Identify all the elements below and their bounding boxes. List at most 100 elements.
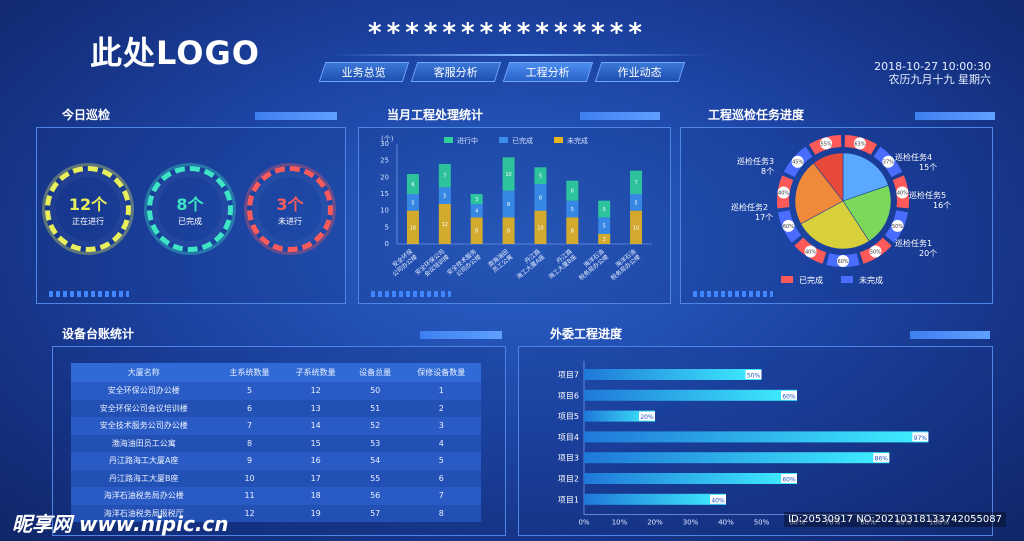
table-row[interactable]: 安全环保公司会议培训楼 6 13 51 2: [71, 399, 481, 417]
ring-label: 50%: [892, 224, 903, 230]
table-row[interactable]: 丹江路海工大厦B座 10 17 55 6: [71, 469, 481, 487]
bar-value-label: 8: [539, 195, 542, 201]
table-row[interactable]: 丹江路海工大厦A座 9 16 54 5: [71, 452, 481, 470]
decor-stripe: [693, 291, 773, 297]
value-badge: [781, 474, 797, 483]
table-cell: 丹江路海工大厦B座: [71, 469, 217, 487]
task-name-label: 巡检任务1: [895, 238, 932, 248]
task-count-label: 15个: [919, 163, 937, 172]
x-tick-label: 0%: [578, 519, 589, 527]
y-unit-label: (个): [381, 135, 394, 143]
tasks-pie-chart: 63% 37% 40% 50% 50% 60% 40% 60% 40% 45% 55% 巡检任务38个…: [731, 135, 951, 285]
ring-label-bg: [896, 186, 909, 199]
table-row[interactable]: 海洋石油税务局办公楼 11 18 56 7: [71, 487, 481, 505]
legend-swatch: [781, 276, 793, 283]
x-tick-label: 10%: [612, 519, 628, 527]
bar-segment: [502, 217, 515, 244]
nav-work-dynamics[interactable]: 作业动态: [594, 62, 686, 82]
bar-value-label: 6: [411, 182, 414, 188]
bar-segment: [598, 217, 611, 234]
table-cell: 5: [216, 382, 283, 400]
table-cell: 丹江路海工大厦A座: [71, 452, 217, 470]
page-title: ***************: [368, 18, 647, 48]
lunar-date-text: 农历九月十九 星期六: [888, 73, 992, 86]
ring-label-bg: [777, 186, 790, 199]
outsourcing-panel: 项目7 50% 项目6 60% 项目5 20% 项目4 97% 项目3 86% 项目2 60% 项目1 4…: [518, 346, 993, 536]
project-label: 项目7: [558, 371, 579, 380]
table-cell: 海洋石油税务局办公楼: [71, 487, 217, 505]
task-name-label: 巡检任务5: [909, 190, 946, 200]
progress-bar: [584, 431, 929, 443]
ring-label: 40%: [897, 190, 908, 196]
table-cell: 54: [348, 452, 402, 470]
bar-segment: [438, 204, 451, 244]
ring-label: 45%: [792, 160, 803, 166]
table-cell: 6: [401, 469, 481, 487]
ring-label: 60%: [783, 224, 794, 230]
gauge-completed: 8个 已完成: [147, 166, 233, 252]
x-tick-label: 60%: [789, 519, 805, 527]
bar-value-label: 5: [603, 224, 606, 230]
pie-slice: [813, 152, 844, 202]
tasks-panel: 63% 37% 40% 50% 50% 60% 40% 60% 40% 45% 55% 巡检任务3 8个…: [680, 127, 993, 304]
progress-bar: [584, 410, 655, 422]
legend-label: 进行中: [457, 136, 478, 145]
bar-value-label: 12: [442, 222, 448, 228]
gauge-label: 已完成: [178, 217, 202, 226]
table-cell: 安全技术服务公司办公楼: [71, 417, 217, 435]
datetime: 2018-10-27 10:00:30 农历九月十九 星期六: [874, 60, 991, 86]
value-label: 86%: [875, 456, 889, 463]
x-tick-label: 安全技术服务公司办公楼: [445, 247, 482, 282]
task-name-label: 巡检任务2: [731, 202, 768, 212]
table-row[interactable]: 安全技术服务公司办公楼 7 14 52 3: [71, 417, 481, 435]
value-badge: [781, 390, 797, 400]
nav-engineering-analysis[interactable]: 工程分析: [502, 62, 594, 82]
table-cell: 1: [401, 382, 481, 400]
bar-value-label: 5: [634, 200, 637, 206]
ring-label-bg: [853, 137, 866, 150]
bar-segment: [470, 194, 483, 204]
bar-segment: [566, 217, 579, 244]
table-row[interactable]: 渤海油田员工公寓 8 15 53 4: [71, 434, 481, 452]
decor-stripe: [49, 291, 129, 297]
bar-segment: [566, 200, 579, 218]
nav-business-overview[interactable]: 业务总览: [318, 62, 410, 82]
tasks-title: 工程巡检任务进度: [708, 108, 805, 122]
inspection-title: 今日巡检: [62, 108, 111, 122]
nav-customer-analysis[interactable]: 客服分析: [410, 62, 502, 82]
value-badge: [745, 370, 762, 379]
table-cell: 2: [401, 399, 481, 417]
bar-segment: [470, 217, 483, 244]
table-cell: 13: [282, 399, 349, 417]
bar-value-label: 3: [603, 237, 606, 243]
project-label: 项目6: [558, 391, 579, 400]
x-tick-label: 渤海油田员工公寓: [486, 247, 514, 274]
table-row[interactable]: 海洋石油税务局报税厅 12 19 57 8: [71, 504, 481, 522]
bar-value-label: 5: [571, 207, 574, 213]
y-tick-label: 0: [385, 240, 389, 248]
value-label: 50%: [747, 373, 761, 380]
table-cell: 5: [401, 452, 481, 470]
table-row[interactable]: 安全环保公司办公楼 5 12 50 1: [71, 382, 481, 400]
value-badge: [710, 494, 726, 504]
gauge-value: 8个: [176, 195, 204, 214]
task-count-label: 20个: [919, 249, 937, 258]
legend-swatch: [841, 276, 853, 283]
project-label: 项目5: [558, 412, 579, 421]
table-header-cell: 主系统数量: [216, 363, 283, 382]
pie-slice: [794, 162, 844, 225]
gauge-label: 正在进行: [72, 217, 104, 226]
gauge-value: 12个: [68, 195, 108, 214]
project-label: 项目4: [558, 433, 579, 442]
monthly-panel: (个) 0 5 10 15 20 25 30 进行中 已完成 未完成 10 5 6 安全环保公司办公楼 12 5…: [358, 127, 671, 304]
y-tick-label: 30: [380, 140, 389, 148]
x-tick-label: 70%: [825, 519, 841, 527]
pie-slice: [800, 200, 870, 250]
bar-value-label: 5: [539, 174, 542, 180]
bar-value-label: 5: [411, 200, 414, 206]
x-tick-label: 80%: [860, 519, 876, 527]
x-tick-label: 安全环保公司办公楼: [386, 247, 419, 278]
x-tick-label: 丹江路海工大厦B座: [542, 247, 578, 280]
table-cell: 16: [282, 452, 349, 470]
table-cell: 渤海油田员工公寓: [71, 434, 217, 452]
